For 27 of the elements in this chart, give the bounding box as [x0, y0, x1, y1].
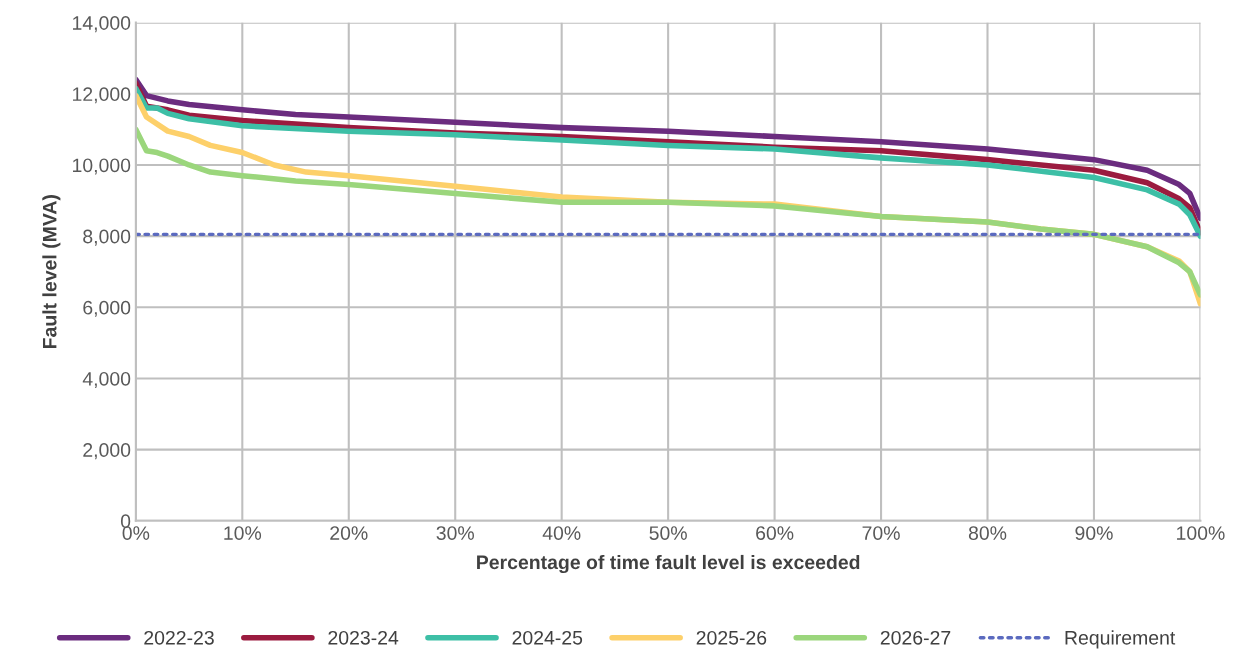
legend-label: 2023-24: [328, 630, 399, 645]
x-tick-label: 40%: [542, 526, 581, 540]
y-tick-label: 2,000: [83, 443, 131, 460]
legend-label: Requirement: [1065, 630, 1176, 649]
x-tick-label: 100%: [1177, 526, 1225, 540]
x-axis-title: Percentage of time fault level is exceeded: [477, 554, 860, 574]
legend-label: 2022-23: [144, 630, 214, 645]
y-tick-label: 12,000: [73, 87, 131, 104]
x-tick-label: 20%: [330, 526, 368, 540]
x-tick-label: 90%: [1075, 526, 1113, 540]
x-tick-label: 60%: [756, 526, 794, 540]
legend-label: 2024-25: [512, 630, 583, 645]
x-tick-label: 10%: [224, 526, 262, 540]
y-tick-label: 6,000: [83, 300, 131, 317]
y-tick-label: 8,000: [83, 229, 131, 246]
x-tick-label: 80%: [968, 526, 1007, 540]
legend-label: 2026-27: [880, 630, 951, 645]
y-tick-label: 14,000: [73, 16, 131, 33]
y-tick-label: 4,000: [82, 371, 131, 389]
x-tick-label: 0%: [122, 526, 150, 540]
x-tick-label: 30%: [436, 526, 474, 540]
legend-label: 2025-26: [696, 630, 767, 645]
x-tick-label: 50%: [649, 526, 687, 540]
x-tick-label: 70%: [862, 526, 900, 540]
y-tick-label: 10,000: [73, 158, 131, 175]
y-tick-label: 0: [120, 514, 131, 529]
y-axis-title: Fault level (MVA): [42, 195, 61, 349]
